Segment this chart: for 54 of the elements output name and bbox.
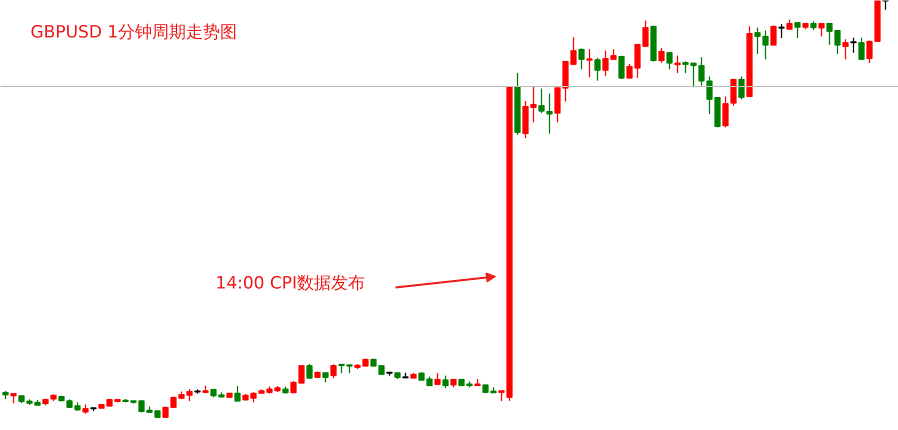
candlestick <box>658 47 665 64</box>
candlestick <box>730 78 737 106</box>
candlestick <box>138 400 145 414</box>
candlestick <box>442 375 449 389</box>
candlestick <box>762 30 769 60</box>
candlestick <box>298 365 305 384</box>
candlestick <box>858 36 865 60</box>
candlestick <box>186 388 193 402</box>
candlestick <box>290 380 297 394</box>
candlestick <box>330 364 337 379</box>
candlestick <box>778 23 785 39</box>
candlestick <box>602 50 609 77</box>
candlestick <box>826 22 833 46</box>
candlestick <box>578 48 585 70</box>
candlestick <box>610 48 617 60</box>
candlestick <box>634 44 641 78</box>
candlestick <box>546 92 553 134</box>
candlestick <box>834 30 841 55</box>
candlestick <box>498 390 505 402</box>
candlestick <box>690 62 697 88</box>
candlestick <box>770 24 777 46</box>
candlestick <box>754 26 761 55</box>
candlestick <box>586 48 593 78</box>
candlestick <box>538 88 545 114</box>
candlestick <box>666 52 673 70</box>
candlestick <box>866 40 873 64</box>
candlestick <box>618 56 625 80</box>
candlestick <box>882 0 889 10</box>
annotation: 14:00 CPI数据发布 <box>216 274 366 294</box>
candlestick <box>434 372 441 386</box>
candlestick <box>10 392 17 404</box>
candlestick <box>82 404 89 414</box>
candlestick <box>698 56 705 86</box>
candlestick <box>674 54 681 74</box>
candlestick <box>850 36 857 54</box>
candlestick <box>594 57 601 82</box>
candlestick <box>722 96 729 128</box>
candlestick <box>738 76 745 100</box>
candlestick <box>794 22 801 39</box>
candlestick <box>162 406 169 418</box>
candlestick <box>234 385 241 402</box>
candlestick <box>842 38 849 60</box>
candlestick <box>626 63 633 80</box>
candlestick <box>570 36 577 65</box>
candlestick <box>642 20 649 48</box>
candlestick <box>530 86 537 124</box>
candlestick <box>682 60 689 74</box>
candlestick <box>322 372 329 383</box>
candlestick <box>706 76 713 115</box>
candlestick <box>786 19 793 30</box>
text: GBPUSD 1分钟周期走势图 <box>30 22 238 42</box>
candlestick <box>170 396 177 408</box>
candlestick <box>306 363 313 380</box>
candlestick <box>818 22 825 38</box>
